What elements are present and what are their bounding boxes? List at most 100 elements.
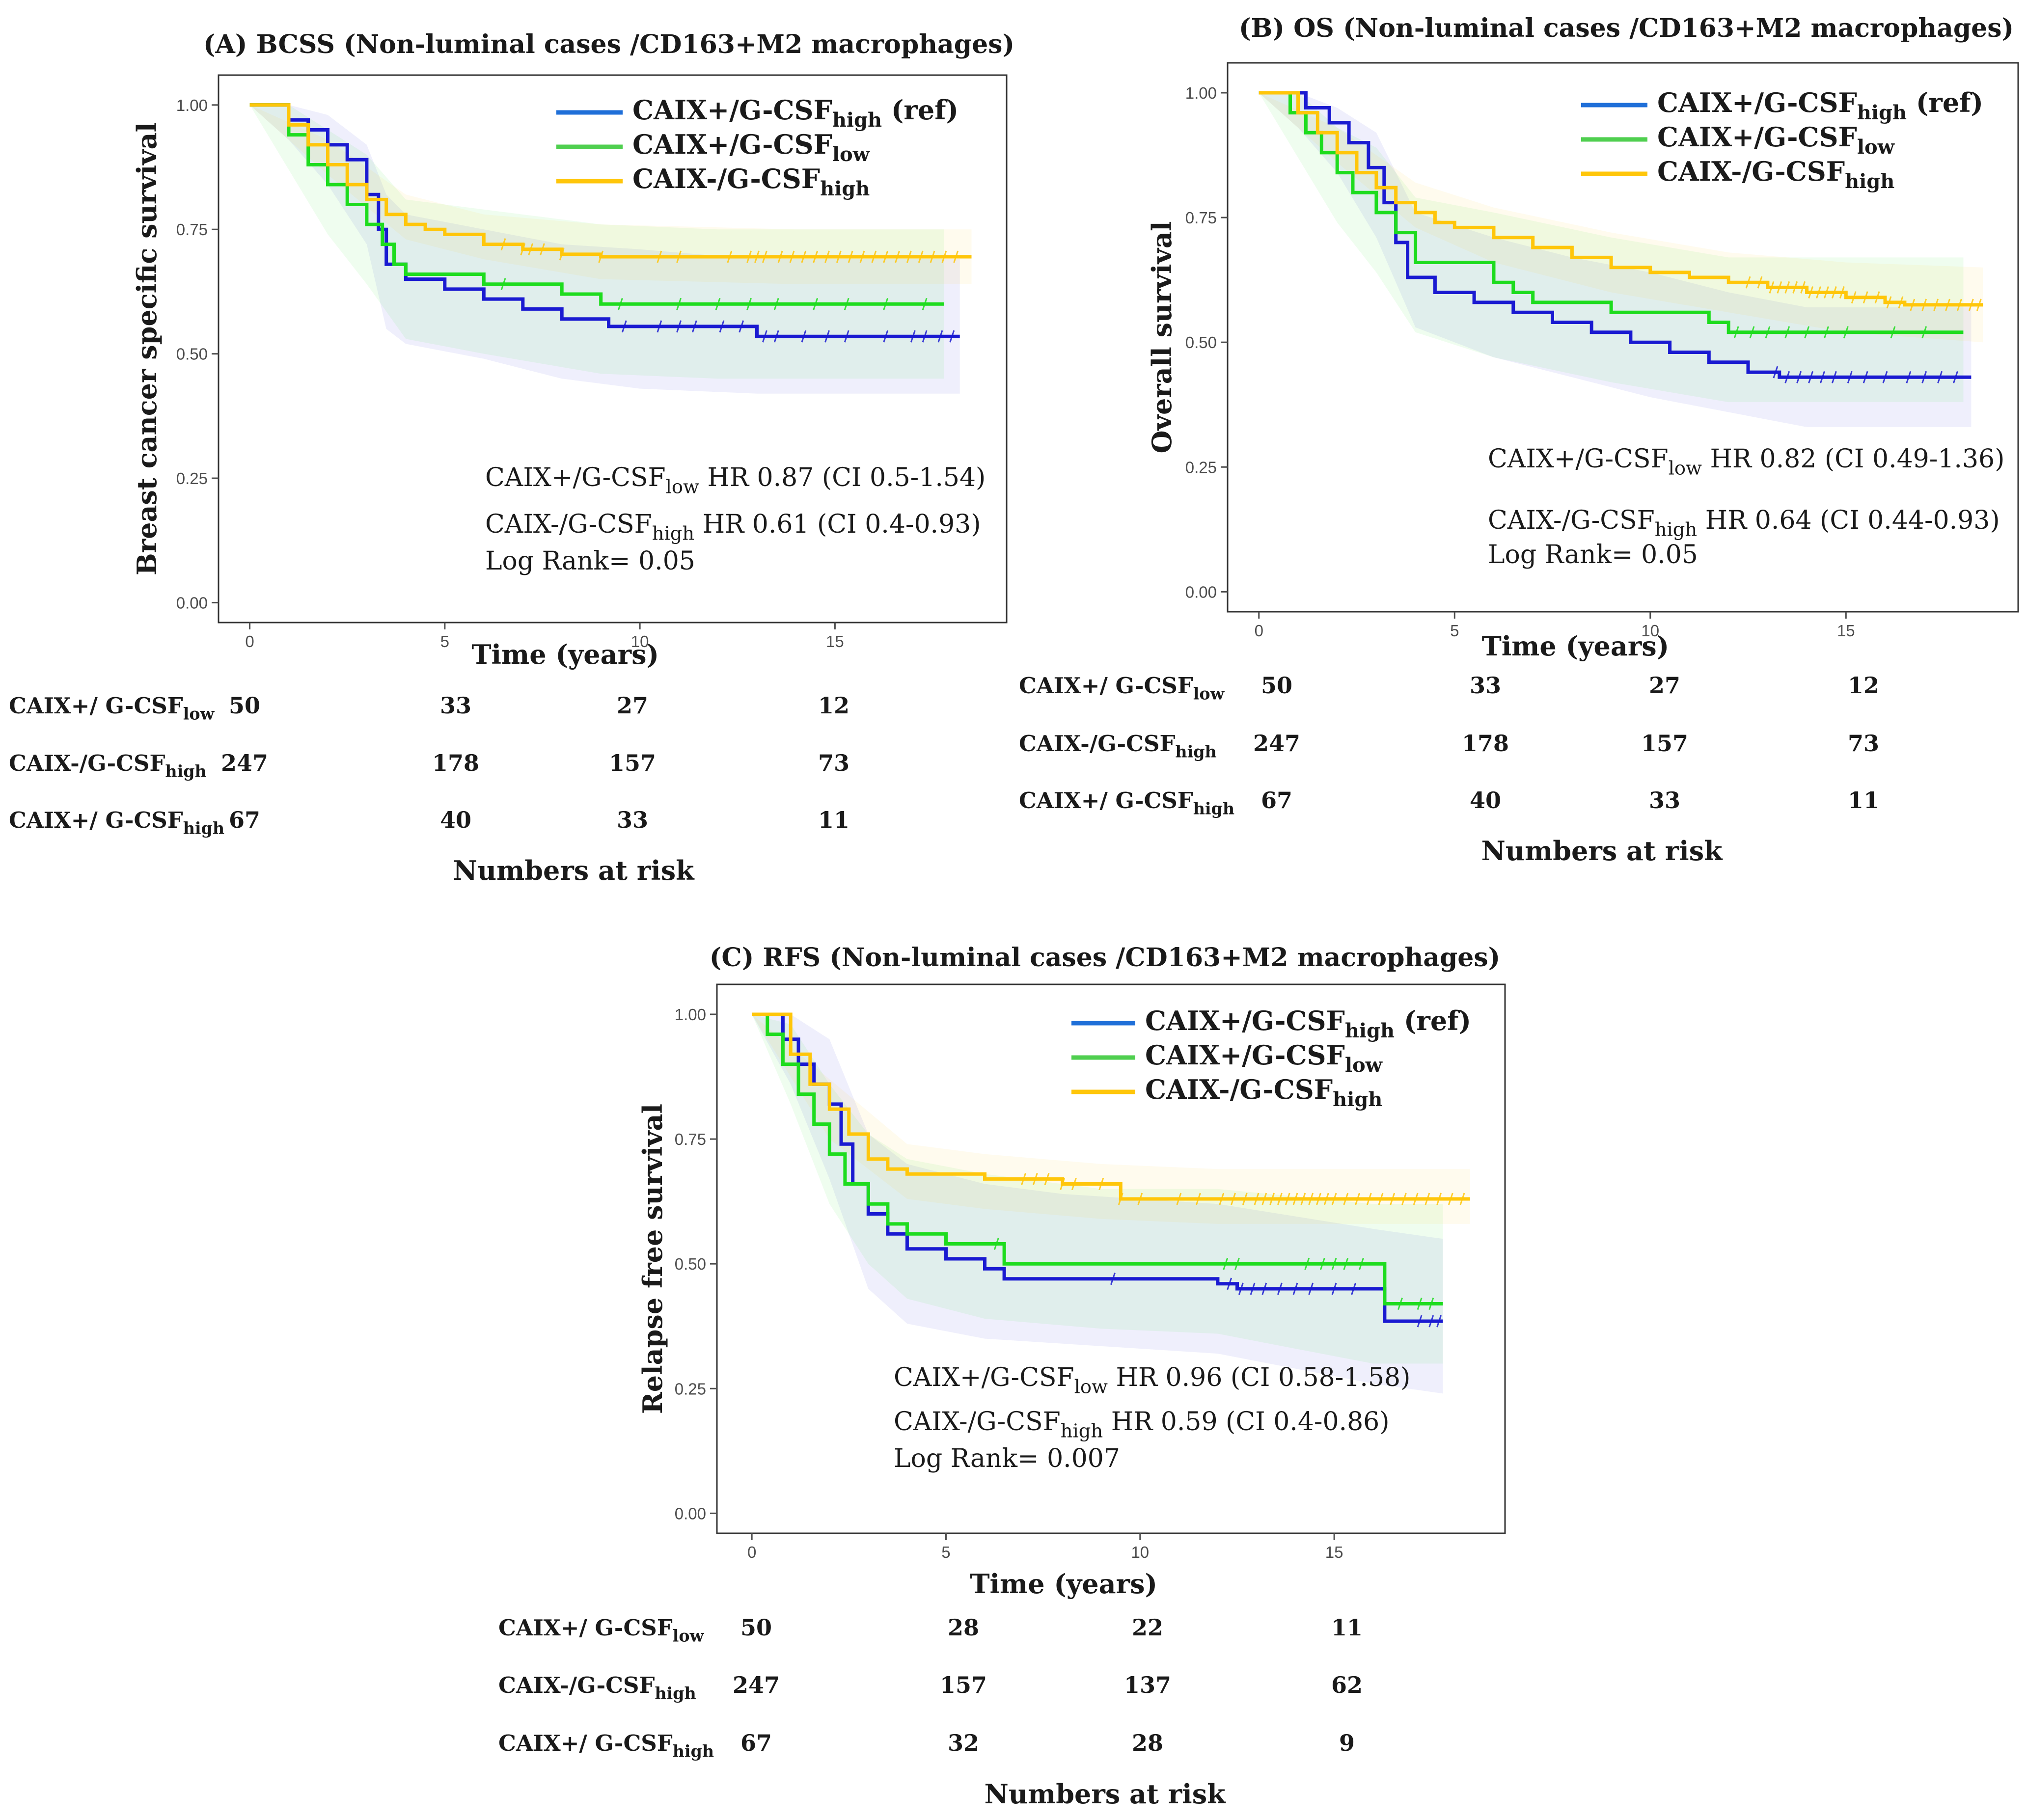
censor-mark-neg [528, 243, 534, 256]
legend-label-ref: CAIX+/G-CSFhigh (ref) [1657, 87, 1983, 124]
censor-mark-ref [922, 330, 928, 343]
plot-frame [1227, 62, 2019, 613]
annotation-line-base: CAIX-/G-CSF [1488, 506, 1655, 535]
panel-c: (C) RFS (Non-luminal cases /CD163+M2 mac… [498, 943, 1506, 1810]
risk-count: 50 [740, 1614, 772, 1641]
censor-mark-neg [859, 250, 865, 263]
x-axis-title: Time (years) [471, 639, 659, 670]
risk-row-label: CAIX+/ G-CSFhigh [1019, 788, 1234, 818]
censor-mark-neg [1316, 1193, 1321, 1205]
annotation-line-sub: high [1061, 1420, 1103, 1442]
censor-mark-low [1319, 1257, 1325, 1270]
risk-row-label: CAIX+/ G-CSFhigh [498, 1730, 714, 1761]
annotation-line-sub: low [1074, 1376, 1108, 1398]
y-tick-label: 0.25 [176, 469, 208, 488]
censor-mark-neg [1323, 1193, 1329, 1205]
risk-count: 50 [229, 692, 260, 719]
risk-count: 62 [1331, 1672, 1363, 1698]
legend-label-ref-base: CAIX+/G-CSF [1657, 87, 1857, 118]
x-tick-label: 15 [1837, 622, 1855, 640]
censor-mark-low [1417, 1297, 1423, 1310]
panel-title: (C) RFS (Non-luminal cases /CD163+M2 mac… [710, 943, 1501, 973]
censor-mark-ref [1773, 366, 1779, 379]
x-tick-label: 10 [1641, 622, 1659, 640]
censor-mark-low [1428, 1297, 1434, 1310]
censor-mark-low [813, 298, 819, 310]
censor-mark-ref [824, 330, 830, 343]
censor-mark-neg [1032, 1172, 1038, 1185]
censor-mark-neg [1277, 1193, 1283, 1205]
risk-row-label: CAIX+/ G-CSFlow [498, 1615, 705, 1646]
censor-mark-neg [1839, 286, 1845, 299]
risk-row-label-base: CAIX+/ G-CSF [498, 1615, 673, 1641]
legend-label-ref-base: CAIX+/G-CSF [1145, 1005, 1345, 1036]
censor-mark-low [1331, 1257, 1337, 1270]
panel-a: (A) BCSS (Non-luminal cases /CD163+M2 ma… [9, 29, 1014, 886]
annotation-line-rest: HR 0.82 (CI 0.49-1.36) [1702, 444, 2004, 474]
risk-count: 73 [1848, 730, 1879, 757]
ci-band-neg [249, 105, 972, 284]
annotation-line-rest: HR 0.61 (CI 0.4-0.93) [694, 510, 981, 539]
risk-count: 67 [229, 807, 260, 833]
legend-label-neg-base: CAIX-/G-CSF [632, 163, 820, 194]
censor-mark-neg [1933, 299, 1939, 311]
censor-mark-neg [520, 243, 526, 256]
annotation-line-rest: HR 0.87 (CI 0.5-1.54) [699, 463, 986, 492]
censor-mark-ref [1847, 371, 1853, 383]
censor-mark-neg [1269, 1193, 1275, 1205]
censor-mark-ref [1784, 371, 1790, 383]
censor-mark-ref [762, 330, 767, 343]
y-tick-label: 1.00 [675, 1005, 706, 1024]
annotation-line-base: Log Rank= 0.007 [894, 1444, 1120, 1473]
legend-label-low-base: CAIX+/G-CSF [1145, 1039, 1345, 1071]
ci-band-neg [1259, 93, 1983, 343]
censor-mark-neg [1863, 291, 1868, 304]
censor-mark-neg [754, 250, 760, 263]
censor-mark-ref [1436, 1315, 1442, 1328]
y-tick-label: 0.50 [1185, 333, 1217, 352]
censor-mark-neg [1851, 291, 1857, 304]
annotation-line-sub: low [1669, 458, 1702, 480]
censor-mark-neg [1910, 299, 1916, 311]
censor-mark-neg [1957, 299, 1962, 311]
risk-count: 50 [1261, 672, 1292, 699]
y-axis-title: Relapse free survival [637, 1104, 668, 1414]
x-tick-label: 10 [631, 632, 649, 651]
risk-row-label-base: CAIX+/ G-CSF [498, 1730, 673, 1756]
legend-label-low-sub: low [1857, 136, 1895, 159]
risk-count: 40 [1470, 787, 1501, 814]
censor-mark-neg [1784, 281, 1790, 294]
legend-label-ref-rest: (ref) [882, 94, 959, 126]
risk-count: 67 [1261, 787, 1292, 814]
risk-row-label: CAIX-/G-CSFhigh [498, 1672, 696, 1703]
risk-row-label-sub: low [1193, 684, 1225, 704]
risk-count: 27 [617, 692, 648, 719]
censor-mark-low [1234, 1257, 1240, 1270]
legend-label-ref-rest: (ref) [1907, 87, 1983, 118]
censor-mark-low [746, 298, 752, 310]
risk-row-label-base: CAIX+/ G-CSF [1019, 788, 1193, 814]
y-tick-label: 0.00 [176, 594, 208, 612]
censor-mark-neg [1921, 299, 1927, 311]
x-tick-label: 0 [245, 632, 254, 651]
risk-table-title: Numbers at risk [1481, 835, 1723, 867]
censor-mark-low [715, 298, 721, 310]
censor-mark-ref [1292, 1282, 1298, 1295]
censor-mark-neg [813, 250, 819, 263]
survival-curve-low [752, 1012, 1443, 1305]
censor-mark-neg [1231, 1193, 1236, 1205]
risk-count: 11 [1848, 787, 1879, 814]
x-tick-label: 10 [1131, 1543, 1149, 1561]
censor-mark-neg [930, 250, 935, 263]
censor-mark-neg [1331, 1193, 1337, 1205]
annotation-line: Log Rank= 0.05 [485, 546, 695, 576]
legend-label-low-sub: low [832, 143, 871, 166]
x-axis-title: Time (years) [970, 1568, 1157, 1600]
y-tick-label: 0.50 [176, 345, 208, 363]
censor-mark-neg [1118, 1193, 1123, 1205]
censor-mark-ref [937, 330, 943, 343]
risk-row-label-base: CAIX+/ G-CSF [9, 693, 183, 719]
panel-title: (B) OS (Non-luminal cases /CD163+M2 macr… [1239, 13, 2014, 43]
censor-mark-neg [1436, 1193, 1442, 1205]
risk-count: 32 [948, 1730, 979, 1756]
